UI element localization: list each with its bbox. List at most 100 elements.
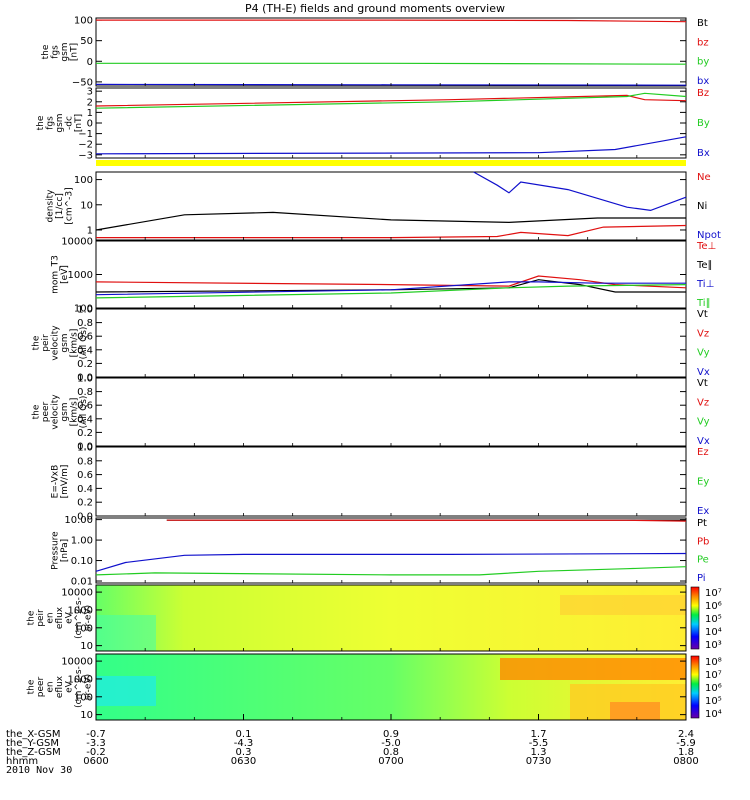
panel-peir_velocity: 1.0 0.8 0.6 0.4 0.2 0.0 the peir velocity gsm [km/… xyxy=(31,305,710,384)
y-tick-label: −50 xyxy=(72,77,93,88)
legend-entry: Ne xyxy=(697,172,711,183)
x-axis-row-label: the_X-GSM xyxy=(6,729,60,740)
series-line-Npot xyxy=(473,171,687,212)
y-tick-label: 1 xyxy=(87,108,93,119)
y-tick-label: 0.4 xyxy=(77,414,93,425)
legend-entry: Ey xyxy=(697,477,709,488)
legend-entry: Vt xyxy=(697,309,708,320)
colorbar-tick-label: 10⁷ xyxy=(705,670,722,681)
panel-peer_eflux: 10⁸ 10⁷ 10⁶ 10⁵ 10⁴ 10000 1000 100 10 the peer en ef… xyxy=(27,653,722,721)
legend-entry: by xyxy=(697,57,709,68)
y-axis-label: peer xyxy=(41,401,51,422)
legend-entry: Ni xyxy=(697,201,707,212)
legend-entry: Vt xyxy=(697,378,708,389)
y-axis-label: en xyxy=(46,681,56,692)
y-tick-label: 10 xyxy=(80,710,93,721)
y-tick-label: 1.0 xyxy=(77,374,93,385)
y-tick-label: 0.2 xyxy=(77,498,93,509)
y-tick-label: 0.8 xyxy=(77,456,93,467)
y-axis-label: the xyxy=(27,679,37,694)
series-line-Te⊥ xyxy=(95,275,687,289)
y-axis-label: (All Qs) xyxy=(79,396,89,429)
panel-frame xyxy=(95,171,687,241)
colorbar-tick-label: 10⁶ xyxy=(705,601,722,612)
x-tick-label: -5.0 xyxy=(381,738,401,749)
y-axis-label: fgs xyxy=(46,116,56,130)
y-tick-label: 1.0 xyxy=(77,443,93,454)
colorbar xyxy=(690,586,700,650)
legend-entry: Vx xyxy=(697,436,710,447)
series-line-By xyxy=(95,92,687,109)
x-tick-label: -5.5 xyxy=(529,738,549,749)
heatmap-region xyxy=(96,615,156,651)
y-tick-label: 1000 xyxy=(68,674,93,685)
y-tick-label: 0.4 xyxy=(77,484,93,495)
x-tick-label: -3.3 xyxy=(86,738,106,749)
series-line-Bx xyxy=(95,136,687,155)
y-axis-label: eflux xyxy=(55,675,65,698)
y-tick-label: 0.10 xyxy=(71,556,93,567)
y-axis-label: [nPa] xyxy=(60,539,70,562)
y-axis-label: [1/cc] xyxy=(55,193,65,219)
panel-pressure: 10.00 1.00 0.10 0.01 Pressure [nPa] Pt Pb Pe Pi xyxy=(50,515,709,587)
x-axis-row-label: the_Z-GSM xyxy=(6,747,61,758)
legend-entry: Npot xyxy=(697,230,721,241)
x-tick-label: 0800 xyxy=(673,756,698,767)
panel-e_vxb: 1.0 0.8 0.6 0.4 0.2 0.0 E=-VxB [mV/m] Ez Ey Ex xyxy=(50,443,709,523)
x-tick-label: 0.8 xyxy=(383,747,399,758)
y-tick-label: 10 xyxy=(80,641,93,652)
y-tick-label: 10000 xyxy=(61,657,93,668)
y-tick-label: 100 xyxy=(74,623,93,634)
y-tick-label: 100 xyxy=(74,175,93,186)
quality-flag-bar xyxy=(96,160,686,166)
panel-peir_eflux: 10⁷ 10⁶ 10⁵ 10⁴ 10³ 10000 1000 100 10 the peir en ef… xyxy=(27,584,722,652)
y-tick-label: 0.8 xyxy=(77,318,93,329)
y-axis-label: the xyxy=(27,610,37,625)
y-axis-label: [km/s] xyxy=(69,329,79,358)
series-line-Pb xyxy=(166,519,687,522)
x-tick-label: 0630 xyxy=(231,756,256,767)
y-axis-label: the xyxy=(31,404,41,419)
y-axis-label: mom_T3 xyxy=(50,255,60,294)
y-tick-label: 10000 xyxy=(61,588,93,599)
x-tick-label: 0730 xyxy=(526,756,551,767)
y-tick-label: 1000 xyxy=(68,270,93,281)
y-axis-label: gsm xyxy=(60,42,70,61)
y-axis-label: [mV/m] xyxy=(60,465,70,499)
legend-entry: Vz xyxy=(697,397,709,408)
y-tick-label: 0.2 xyxy=(77,359,93,370)
legend-entry: Vx xyxy=(697,367,710,378)
y-axis-label: [cm^-3] xyxy=(65,187,75,224)
y-tick-label: 0.01 xyxy=(71,577,93,588)
y-tick-label: 1.00 xyxy=(71,536,93,547)
series-line-by xyxy=(96,62,687,65)
x-tick-label: -4.3 xyxy=(234,738,254,749)
legend-entry: Pe xyxy=(697,555,709,566)
heatmap-region xyxy=(610,702,660,720)
panel-fgs_gsm: 100 50 0 −50 the fgs gsm [nT] Bt bz by bx xyxy=(41,16,710,89)
colorbar-tick-label: 10⁵ xyxy=(705,696,722,707)
heatmap-region xyxy=(96,676,156,706)
y-tick-label: 0.6 xyxy=(77,470,93,481)
panel-frame xyxy=(95,308,687,378)
x-tick-label: 0600 xyxy=(83,756,108,767)
legend-entry: Vy xyxy=(697,348,710,359)
y-axis-label: the xyxy=(36,115,46,130)
heatmap-region xyxy=(560,595,686,615)
colorbar-tick-label: 10⁷ xyxy=(705,588,722,599)
x-axis-row-label: the_Y-GSM xyxy=(6,738,59,749)
y-tick-label: 0.0 xyxy=(77,373,93,384)
y-tick-label: 1.0 xyxy=(77,305,93,316)
x-tick-label: 0.3 xyxy=(236,747,252,758)
panel-mom_t3: 10000 1000 100 mom_T3 [eV] Te⊥ Te∥ Ti⊥ Ti∥ xyxy=(50,237,716,315)
y-tick-label: 10000 xyxy=(61,237,93,248)
y-axis-label: [km/s] xyxy=(69,398,79,427)
y-axis-label: gsm xyxy=(60,402,70,421)
panel-frame xyxy=(95,446,687,517)
x-tick-label: 2.4 xyxy=(678,729,694,740)
y-axis-label: fgs xyxy=(50,45,60,59)
y-tick-label: −1 xyxy=(78,129,93,140)
panel-frame xyxy=(95,240,687,309)
y-tick-label: 100 xyxy=(74,16,93,27)
